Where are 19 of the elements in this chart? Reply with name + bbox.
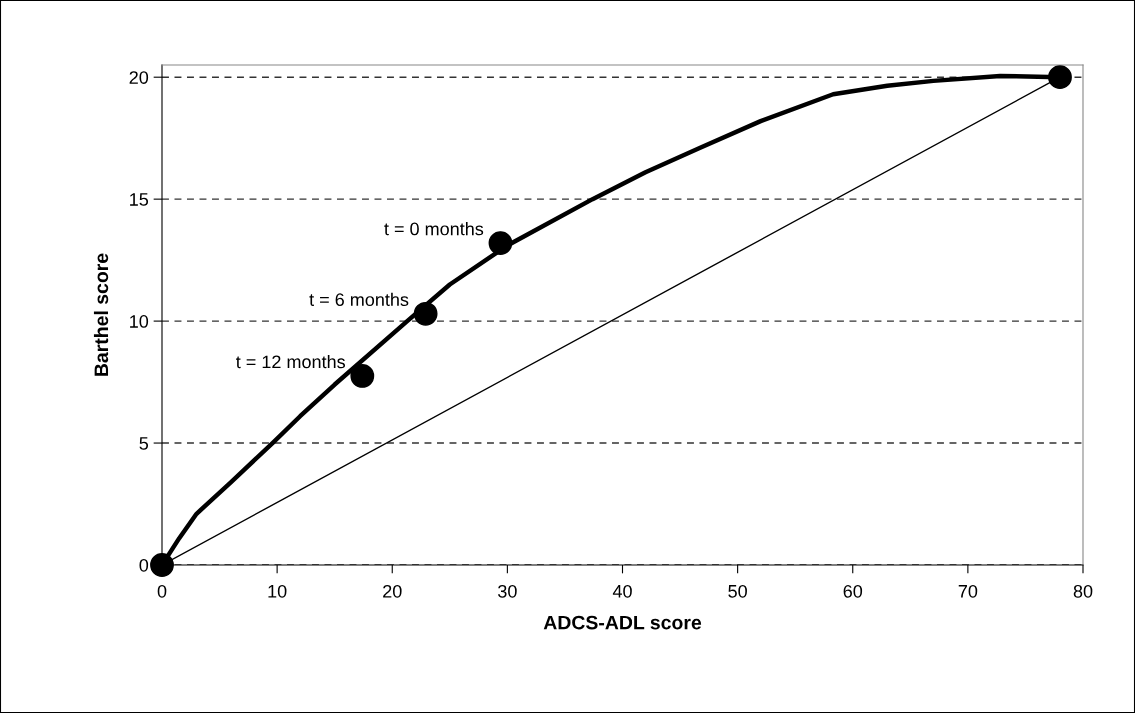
x-tick-label: 10 xyxy=(268,584,287,598)
annotation: t = 12 months xyxy=(236,354,346,369)
x-axis-title: ADCS-ADL score xyxy=(543,615,702,630)
y-tick-label: 20 xyxy=(129,71,149,84)
x-tick-label: 60 xyxy=(843,584,863,598)
x-tick-label: 20 xyxy=(383,584,402,598)
x-tick-label: 50 xyxy=(728,584,747,598)
y-tick-label: 0 xyxy=(139,558,149,572)
x-tick-label: 70 xyxy=(958,584,978,598)
y-axis-title: Barthel score xyxy=(93,253,109,376)
x-tick-label: 40 xyxy=(612,584,632,598)
annotation: t = 0 months xyxy=(384,222,484,236)
annotation: t = 6 months xyxy=(309,292,409,307)
y-tick-label: 10 xyxy=(130,315,149,328)
y-tick-label: 15 xyxy=(130,193,149,206)
x-tick-label: 30 xyxy=(498,584,517,598)
y-tick-label: 5 xyxy=(139,437,149,450)
x-tick-label: 80 xyxy=(1073,584,1093,598)
x-tick-label: 0 xyxy=(157,584,167,598)
